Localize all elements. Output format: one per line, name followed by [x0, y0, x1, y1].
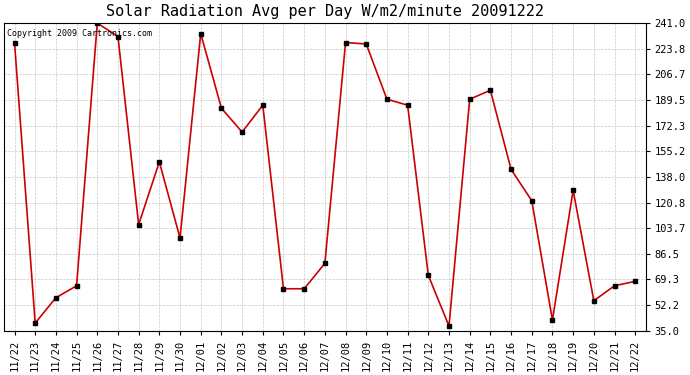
Title: Solar Radiation Avg per Day W/m2/minute 20091222: Solar Radiation Avg per Day W/m2/minute …: [106, 4, 544, 19]
Text: Copyright 2009 Cartronics.com: Copyright 2009 Cartronics.com: [8, 29, 152, 38]
